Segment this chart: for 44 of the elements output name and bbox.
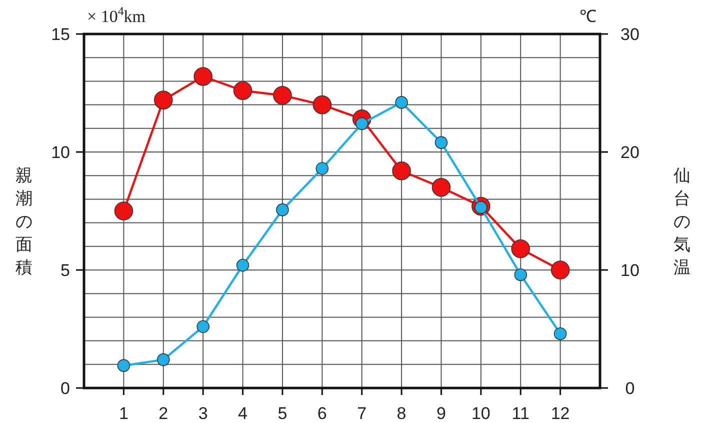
- x-tick-label: 11: [512, 404, 530, 423]
- x-tick-label: 7: [357, 404, 367, 423]
- x-tick-label: 1: [118, 404, 128, 423]
- text: × 10$^{4}$km: [87, 4, 146, 26]
- y2-tick-label: 10: [620, 260, 640, 280]
- point: [554, 327, 567, 340]
- y2-tick-label: 30: [620, 24, 640, 44]
- x-tick-label: 5: [278, 404, 288, 423]
- x-tick-label: 10: [471, 404, 490, 423]
- point: [395, 96, 408, 109]
- point: [392, 161, 411, 180]
- y-tick-label: 10: [51, 142, 70, 162]
- x-tick-label: 3: [198, 404, 208, 423]
- point: [432, 178, 451, 197]
- point: [312, 95, 332, 114]
- point: [434, 136, 448, 149]
- y-axis-title: 親潮の面積: [16, 166, 32, 278]
- point: [154, 90, 173, 110]
- point: [114, 202, 134, 220]
- point: [316, 162, 329, 175]
- x-tick-label: 2: [158, 404, 168, 423]
- point: [276, 203, 289, 216]
- x-tick-label: 9: [436, 404, 446, 423]
- point: [236, 258, 250, 272]
- point: [511, 239, 530, 258]
- y2-tick-label: 20: [620, 142, 640, 162]
- x-tick-label: 6: [317, 404, 327, 423]
- point: [194, 67, 212, 86]
- point: [156, 353, 170, 366]
- x-tick-label: 8: [396, 404, 406, 423]
- point: [514, 268, 528, 282]
- point: [233, 81, 252, 100]
- point: [550, 260, 570, 280]
- y-tick-label: 5: [60, 260, 70, 280]
- point: [196, 320, 210, 334]
- y-tick-label: 15: [51, 24, 70, 44]
- x-tick-label: 4: [238, 404, 248, 423]
- text: ℃: [580, 7, 596, 26]
- y-tick-label: 0: [60, 378, 70, 398]
- y2-tick-label: 0: [625, 378, 635, 398]
- y2-axis-title: 仙台の気温: [674, 166, 690, 278]
- point: [273, 86, 292, 105]
- x-tick-label: 12: [550, 404, 570, 423]
- point: [117, 359, 130, 372]
